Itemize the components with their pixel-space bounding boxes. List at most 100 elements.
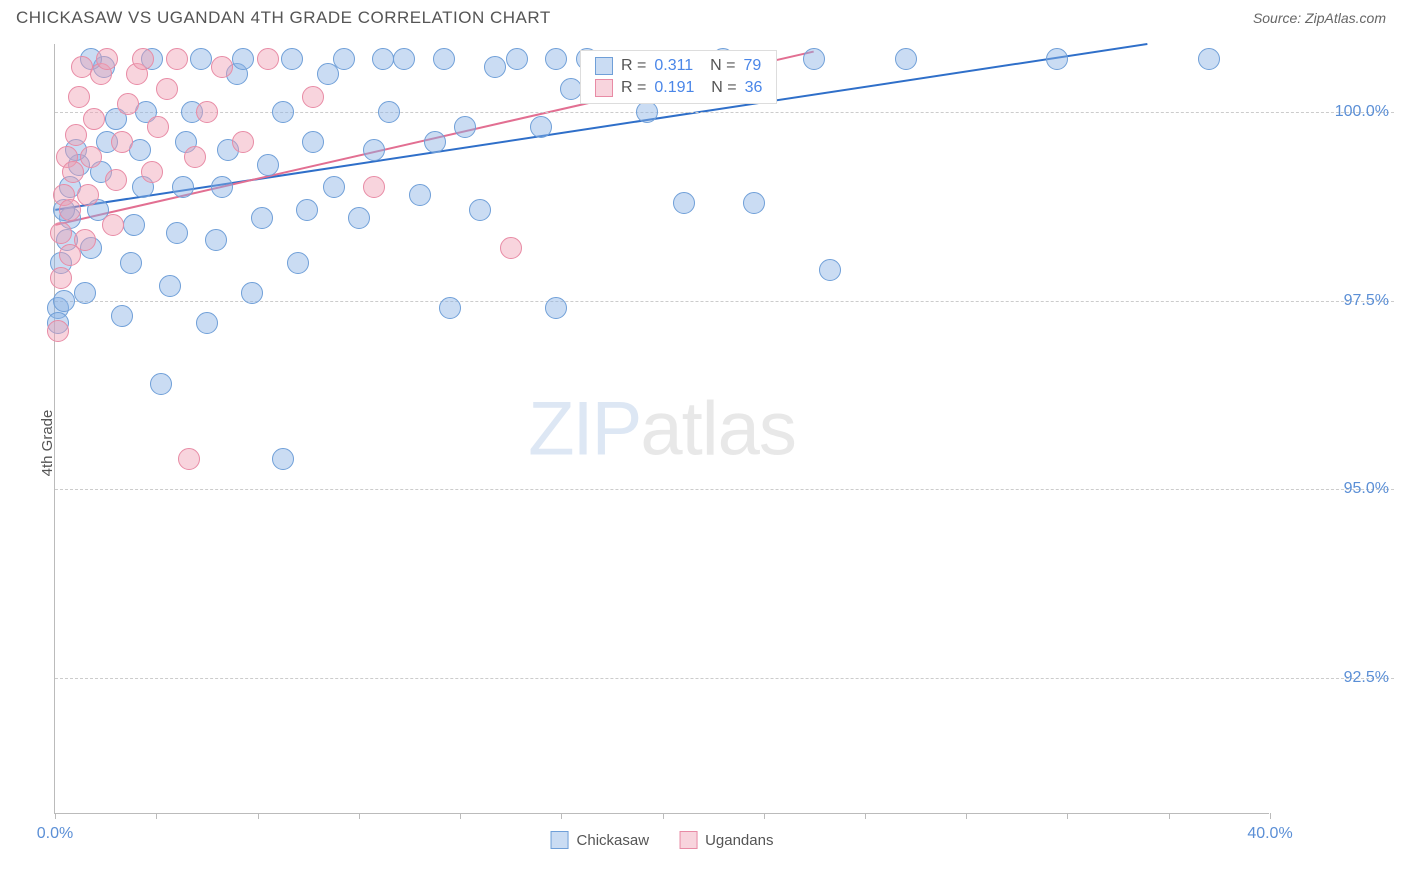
scatter-point [196, 101, 218, 123]
series-legend: Chickasaw Ugandans [551, 831, 774, 849]
x-tick [1270, 813, 1271, 819]
legend-row: R = 0.311 N = 79 [595, 55, 762, 77]
x-tick [156, 813, 157, 819]
scatter-point [743, 192, 765, 214]
scatter-point [433, 48, 455, 70]
scatter-point [150, 373, 172, 395]
scatter-point [196, 312, 218, 334]
chart-header: CHICKASAW VS UGANDAN 4TH GRADE CORRELATI… [0, 0, 1406, 36]
scatter-point [803, 48, 825, 70]
scatter-point [59, 199, 81, 221]
plot-region: ZIPatlas 92.5%95.0%97.5%100.0%0.0%40.0%R… [54, 44, 1269, 814]
scatter-point [378, 101, 400, 123]
scatter-point [1198, 48, 1220, 70]
legend-label: Chickasaw [577, 832, 650, 849]
scatter-point [302, 131, 324, 153]
scatter-point [83, 108, 105, 130]
scatter-point [211, 56, 233, 78]
scatter-point [469, 199, 491, 221]
x-tick [966, 813, 967, 819]
scatter-point [96, 48, 118, 70]
x-tick [764, 813, 765, 819]
x-tick [359, 813, 360, 819]
scatter-point [409, 184, 431, 206]
x-tick [55, 813, 56, 819]
scatter-point [111, 305, 133, 327]
x-tick [1169, 813, 1170, 819]
scatter-point [363, 176, 385, 198]
scatter-point [895, 48, 917, 70]
scatter-point [50, 222, 72, 244]
gridline-h [55, 678, 1394, 679]
scatter-point [272, 448, 294, 470]
y-tick-label: 100.0% [1279, 103, 1394, 121]
scatter-point [166, 222, 188, 244]
scatter-point [636, 101, 658, 123]
scatter-point [141, 161, 163, 183]
scatter-point [333, 48, 355, 70]
scatter-point [454, 116, 476, 138]
scatter-point [363, 139, 385, 161]
scatter-point [74, 229, 96, 251]
scatter-point [80, 146, 102, 168]
scatter-point [484, 56, 506, 78]
legend-swatch [595, 57, 613, 75]
scatter-point [47, 320, 69, 342]
scatter-point [120, 252, 142, 274]
scatter-point [105, 169, 127, 191]
scatter-point [159, 275, 181, 297]
scatter-point [132, 48, 154, 70]
scatter-point [348, 207, 370, 229]
x-tick [1067, 813, 1068, 819]
scatter-point [545, 297, 567, 319]
x-tick [561, 813, 562, 819]
scatter-point [372, 48, 394, 70]
scatter-point [77, 184, 99, 206]
chart-area: 4th Grade ZIPatlas 92.5%95.0%97.5%100.0%… [44, 44, 1396, 842]
legend-swatch [679, 831, 697, 849]
scatter-point [211, 176, 233, 198]
trend-lines [55, 44, 1269, 813]
scatter-point [287, 252, 309, 274]
legend-row: R = 0.191 N = 36 [595, 77, 762, 99]
scatter-point [257, 48, 279, 70]
x-tick [258, 813, 259, 819]
scatter-point [102, 214, 124, 236]
scatter-point [178, 448, 200, 470]
scatter-point [68, 86, 90, 108]
x-tick-label: 0.0% [37, 825, 73, 843]
scatter-point [1046, 48, 1068, 70]
legend-item: Ugandans [679, 831, 773, 849]
correlation-legend: R = 0.311 N = 79R = 0.191 N = 36 [580, 50, 777, 104]
scatter-point [241, 282, 263, 304]
scatter-point [673, 192, 695, 214]
gridline-h [55, 489, 1394, 490]
scatter-point [323, 176, 345, 198]
scatter-point [296, 199, 318, 221]
chart-title: CHICKASAW VS UGANDAN 4TH GRADE CORRELATI… [16, 8, 551, 28]
scatter-point [506, 48, 528, 70]
scatter-point [424, 131, 446, 153]
legend-item: Chickasaw [551, 831, 650, 849]
scatter-point [500, 237, 522, 259]
x-tick [460, 813, 461, 819]
y-tick-label: 97.5% [1279, 292, 1394, 310]
x-tick-label: 40.0% [1247, 825, 1292, 843]
y-tick-label: 95.0% [1279, 480, 1394, 498]
scatter-point [190, 48, 212, 70]
scatter-point [530, 116, 552, 138]
legend-label: Ugandans [705, 832, 773, 849]
scatter-point [205, 229, 227, 251]
y-tick-label: 92.5% [1279, 669, 1394, 687]
scatter-point [272, 101, 294, 123]
scatter-point [232, 48, 254, 70]
scatter-point [117, 93, 139, 115]
scatter-point [184, 146, 206, 168]
scatter-point [166, 48, 188, 70]
scatter-point [302, 86, 324, 108]
watermark: ZIPatlas [528, 385, 796, 472]
scatter-point [74, 282, 96, 304]
scatter-point [172, 176, 194, 198]
scatter-point [62, 161, 84, 183]
legend-swatch [595, 79, 613, 97]
